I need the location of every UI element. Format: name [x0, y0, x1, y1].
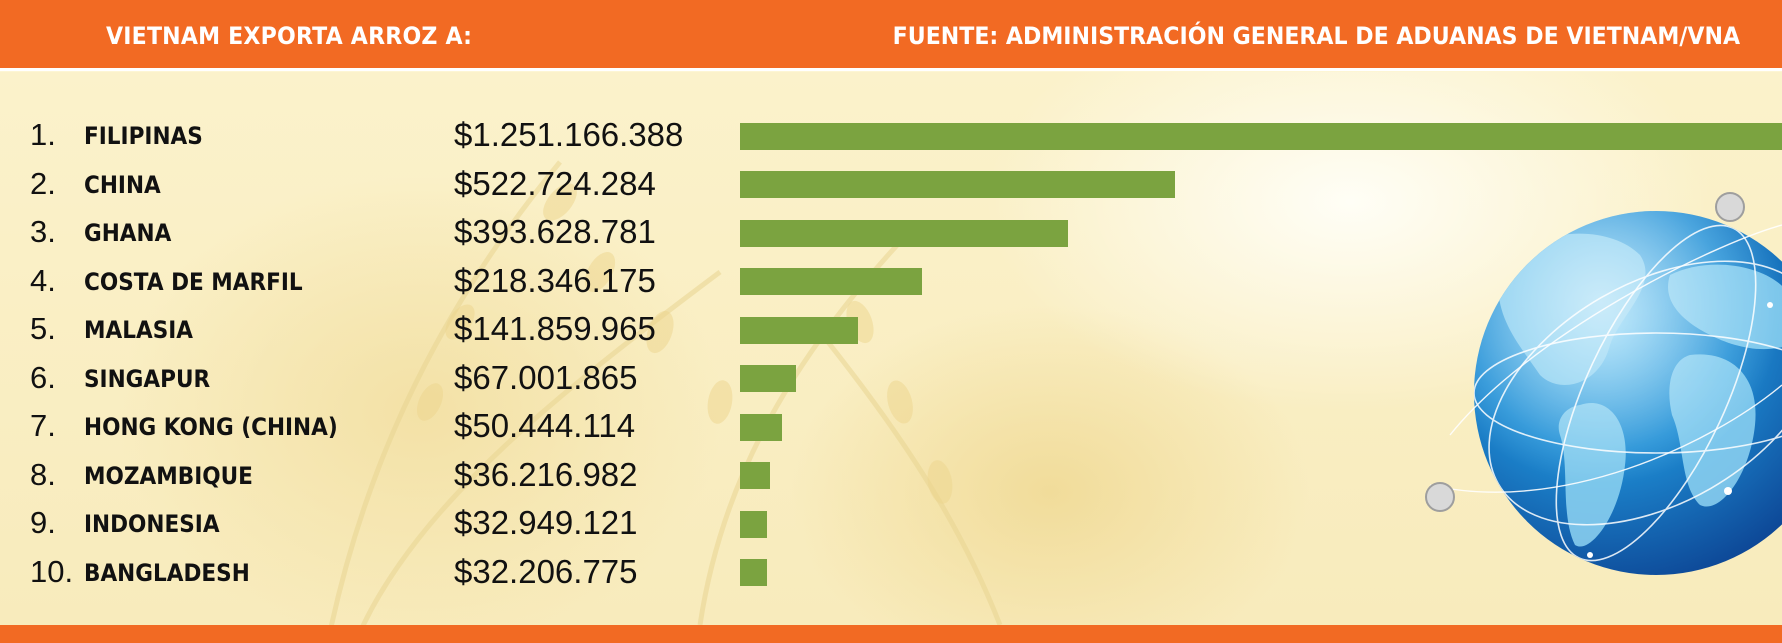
country-label: INDONESIA	[84, 510, 220, 538]
country-label: CHINA	[84, 170, 161, 199]
value-label: $522.724.284	[454, 164, 656, 202]
rank-label: 3.	[30, 214, 56, 249]
bar	[740, 413, 782, 441]
country-label: MALASIA	[84, 316, 194, 344]
rank-label: 6.	[30, 359, 56, 395]
bar	[740, 219, 1068, 247]
value-label: $1.251.166.388	[454, 116, 684, 153]
country-label: COSTA DE MARFIL	[84, 267, 303, 296]
source-credit: FUENTE: ADMINISTRACIÓN GENERAL DE ADUANA…	[892, 22, 1740, 50]
bar	[740, 316, 859, 344]
value-label: $67.001.865	[454, 358, 638, 396]
value-label: $50.444.114	[454, 407, 636, 444]
bar	[740, 365, 796, 392]
rank-label: 4.	[30, 262, 56, 298]
rank-label: 9.	[30, 505, 56, 540]
rank-label: 5.	[30, 311, 56, 346]
bar	[740, 171, 1176, 198]
country-label: SINGAPUR	[84, 364, 211, 393]
header-bar: VIETNAM EXPORTA ARROZ A: FUENTE: ADMINIS…	[0, 0, 1782, 71]
rank-label: 1.	[30, 117, 56, 152]
bar	[740, 510, 768, 538]
bar	[740, 268, 922, 295]
value-label: $393.628.781	[454, 213, 656, 250]
value-label: $32.206.775	[454, 552, 638, 590]
bar	[740, 122, 1782, 150]
country-label: MOZAMBIQUE	[84, 461, 253, 490]
footer-bar	[0, 625, 1782, 643]
country-label: GHANA	[84, 219, 172, 247]
bar	[740, 462, 771, 489]
country-label: BANGLADESH	[84, 558, 250, 587]
globe-icon	[1425, 192, 1782, 575]
value-label: $32.949.121	[454, 504, 638, 541]
rank-label: 8.	[30, 456, 56, 492]
value-label: $218.346.175	[454, 261, 656, 299]
country-label: HONG KONG (CHINA)	[84, 413, 338, 441]
chart-title: VIETNAM EXPORTA ARROZ A:	[106, 22, 473, 50]
bar	[740, 559, 767, 586]
value-label: $141.859.965	[454, 310, 656, 347]
value-label: $36.216.982	[454, 455, 638, 493]
country-label: FILIPINAS	[84, 122, 203, 150]
rank-label: 10.	[30, 553, 74, 589]
rank-label: 7.	[30, 408, 56, 443]
rank-label: 2.	[30, 165, 56, 201]
